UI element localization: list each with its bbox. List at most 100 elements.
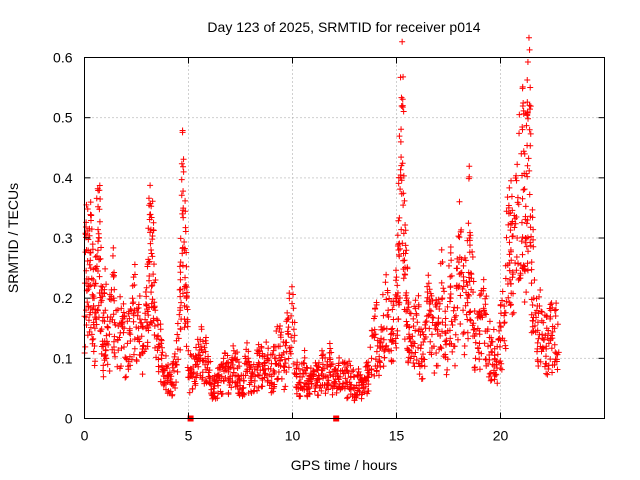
data-point [442, 308, 449, 315]
data-point [494, 351, 501, 358]
data-point [444, 356, 451, 363]
data-point [528, 259, 535, 266]
data-point [127, 306, 134, 313]
data-point [94, 267, 101, 274]
data-point [274, 376, 281, 383]
data-point [195, 363, 202, 370]
data-point [101, 318, 108, 325]
data-point [103, 332, 110, 339]
data-point [451, 316, 458, 323]
data-point [123, 373, 130, 380]
data-point [138, 333, 145, 340]
data-point [481, 307, 488, 314]
data-point [395, 316, 402, 323]
data-point [426, 325, 433, 332]
data-point [414, 319, 421, 326]
data-point [418, 362, 425, 369]
data-point [278, 329, 285, 336]
data-point [532, 329, 539, 336]
data-point [447, 249, 454, 256]
data-point [456, 234, 463, 241]
data-point [152, 277, 159, 284]
data-point [171, 353, 178, 360]
data-point [129, 300, 136, 307]
data-point [203, 340, 210, 347]
data-point [277, 334, 284, 341]
data-point [398, 126, 405, 133]
data-point [465, 175, 472, 182]
data-point [82, 314, 89, 321]
data-point [91, 342, 98, 349]
data-point [104, 361, 111, 368]
data-point [131, 336, 138, 343]
data-point [290, 305, 297, 312]
data-point [88, 275, 95, 282]
data-point [116, 334, 123, 341]
data-point [96, 206, 103, 213]
data-point [494, 365, 501, 372]
data-point [524, 216, 531, 223]
data-point [90, 276, 97, 283]
data-point [326, 369, 333, 376]
data-point [377, 364, 384, 371]
data-point [519, 251, 526, 258]
data-point [543, 312, 550, 319]
data-point [460, 273, 467, 280]
data-point [178, 299, 185, 306]
data-point [100, 373, 107, 380]
data-point [84, 332, 91, 339]
data-point [524, 162, 531, 169]
data-point [526, 167, 533, 174]
data-point [85, 317, 92, 324]
data-point [294, 359, 301, 366]
data-point [536, 302, 543, 309]
data-point [372, 305, 379, 312]
data-point [130, 310, 137, 317]
data-point [289, 300, 296, 307]
data-point [270, 347, 277, 354]
data-point [464, 282, 471, 289]
data-point [531, 322, 538, 329]
data-point [324, 379, 331, 386]
data-point [95, 226, 102, 233]
data-point [495, 336, 502, 343]
data-point [507, 227, 514, 234]
data-point [312, 383, 319, 390]
data-point [136, 292, 143, 299]
data-point [381, 346, 388, 353]
data-point [360, 378, 367, 385]
data-point [476, 356, 483, 363]
data-point [285, 324, 292, 331]
data-point [401, 197, 408, 204]
data-point [111, 269, 118, 276]
data-point [395, 180, 402, 187]
data-point [394, 289, 401, 296]
data-point [150, 261, 157, 268]
data-point [553, 350, 560, 357]
data-point [524, 58, 531, 65]
data-point [383, 296, 390, 303]
data-point [120, 300, 127, 307]
data-point [442, 315, 449, 322]
data-point [452, 362, 459, 369]
data-point [262, 370, 269, 377]
data-point [447, 273, 454, 280]
data-point [127, 362, 134, 369]
data-point [206, 367, 213, 374]
data-point [548, 332, 555, 339]
data-point [158, 364, 165, 371]
data-point [220, 355, 227, 362]
data-point [524, 260, 531, 267]
data-point [92, 280, 99, 287]
data-point [521, 299, 528, 306]
data-point [185, 347, 192, 354]
data-point [464, 329, 471, 336]
data-point [519, 85, 526, 92]
data-point [173, 337, 180, 344]
data-point [507, 248, 514, 255]
data-point [199, 369, 206, 376]
data-point [507, 280, 514, 287]
data-point [470, 320, 477, 327]
data-point [404, 306, 411, 313]
data-point [165, 361, 172, 368]
